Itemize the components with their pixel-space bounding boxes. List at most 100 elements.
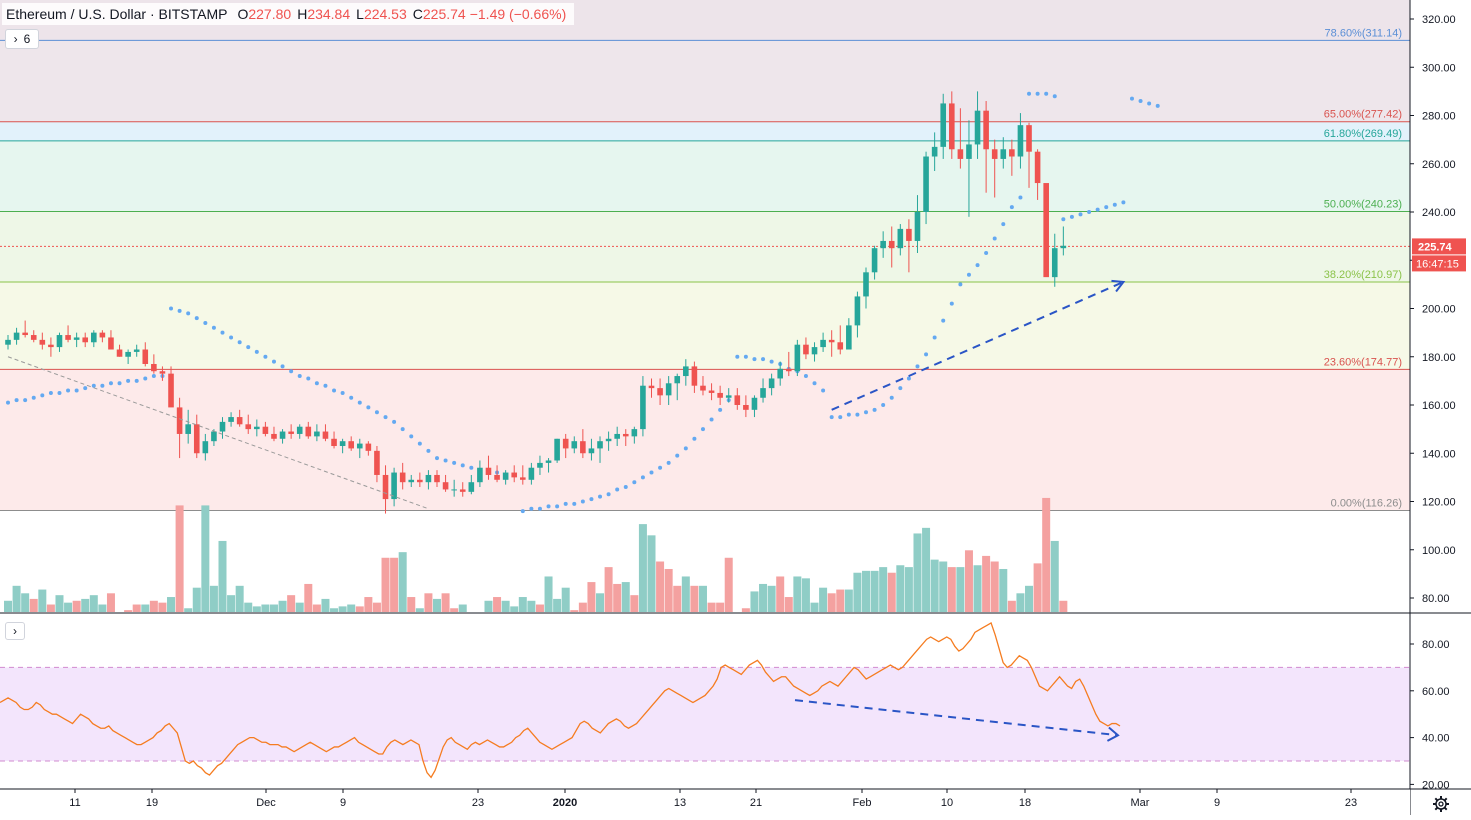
candle-body: [708, 390, 715, 393]
psar-dot: [1052, 94, 1057, 99]
rsi-band: [0, 667, 1410, 761]
volume-bar: [750, 591, 759, 612]
psar-dot: [821, 388, 826, 393]
volume-bar: [1025, 585, 1034, 612]
psar-dot: [126, 378, 131, 383]
candle-body: [743, 405, 749, 410]
psar-dot: [23, 398, 28, 403]
candle: [56, 332, 63, 352]
fib-zone: [0, 40, 1410, 122]
candle-body: [65, 335, 71, 340]
candle: [425, 470, 432, 490]
volume-bar: [235, 585, 244, 612]
psar-dot: [975, 263, 980, 268]
volume-bar: [46, 604, 55, 612]
psar-dot: [941, 318, 946, 323]
candle: [957, 108, 964, 169]
candle: [777, 361, 783, 386]
volume-bar: [21, 593, 30, 612]
candle: [708, 383, 715, 401]
candle-body: [185, 424, 191, 434]
volume-bar: [647, 535, 656, 612]
candle: [417, 472, 423, 488]
psar-dot: [1035, 91, 1040, 96]
fib-zone: [0, 369, 1410, 511]
candle: [356, 438, 363, 459]
indicators-toggle-button[interactable]: › 6: [5, 29, 39, 49]
psar-dot: [289, 369, 294, 374]
psar-dot: [263, 354, 268, 359]
candle-body: [1009, 149, 1015, 157]
price-axis-bg: [1410, 0, 1471, 815]
time-tick-label: 23: [472, 797, 484, 809]
psar-dot: [572, 501, 577, 506]
symbol-title[interactable]: Ethereum / U.S. Dollar · BITSTAMP: [6, 6, 228, 22]
candle-body: [674, 376, 681, 384]
candle: [631, 426, 638, 444]
candle-body: [760, 388, 766, 398]
candle-body: [931, 146, 938, 157]
psar-dot: [220, 330, 225, 335]
volume-bar: [939, 561, 948, 612]
psar-dot: [40, 393, 45, 398]
chevron-right-icon: ›: [13, 32, 18, 46]
candle: [108, 330, 114, 350]
trend-arrow-head: [1111, 279, 1126, 293]
candle-body: [554, 438, 560, 461]
candle-body: [734, 395, 741, 405]
candle: [185, 409, 191, 444]
psar-dot: [623, 485, 628, 490]
price-tick-label: 140.00: [1422, 448, 1456, 460]
candle: [159, 366, 166, 381]
volume-bar: [278, 600, 287, 612]
candle-body: [923, 156, 929, 212]
fib-label: 65.00%(277.42): [1324, 109, 1402, 121]
candle-body: [262, 426, 269, 434]
time-axis-bg: [0, 789, 1410, 815]
gear-icon[interactable]: [1432, 795, 1450, 813]
candle-body: [176, 407, 183, 434]
candle-body: [597, 441, 603, 449]
psar-dot: [718, 407, 723, 412]
psar-dot: [1104, 205, 1109, 210]
candle-body: [39, 339, 46, 345]
volume-bar: [1007, 600, 1016, 612]
volume-bar: [913, 533, 922, 612]
psar-dot: [606, 492, 611, 497]
candle-body: [279, 431, 286, 439]
volume-bar: [716, 602, 725, 612]
candle: [142, 342, 149, 367]
psar-dot: [1027, 91, 1032, 96]
psar-dot: [108, 381, 113, 386]
volume-bar: [896, 565, 905, 612]
candle: [459, 482, 466, 497]
candle-body: [657, 388, 663, 396]
psar-dot: [1087, 210, 1092, 214]
rsi-pane-toggle-button[interactable]: ›: [5, 622, 25, 640]
candle-body: [520, 477, 526, 480]
volume-bar: [458, 604, 467, 612]
psar-dot: [435, 456, 439, 461]
candle-body: [580, 441, 586, 454]
psar-dot: [271, 359, 276, 364]
candle: [966, 120, 972, 217]
candle: [794, 339, 801, 377]
psar-dot: [297, 374, 302, 379]
psar-dot: [1095, 207, 1100, 212]
candle-body: [605, 438, 612, 442]
candle: [348, 436, 354, 451]
candle-body: [391, 472, 397, 500]
psar-dot: [966, 272, 971, 277]
volume-bar: [587, 582, 596, 612]
price-tick-label: 260.00: [1422, 159, 1456, 171]
volume-bar: [1059, 600, 1068, 612]
volume-bar: [604, 567, 613, 612]
psar-dot: [323, 383, 328, 388]
psar-dot: [958, 282, 963, 287]
candle: [923, 151, 929, 225]
fib-label: 78.60%(311.14): [1325, 27, 1402, 39]
candle: [863, 267, 869, 309]
volume-bar: [656, 561, 665, 612]
